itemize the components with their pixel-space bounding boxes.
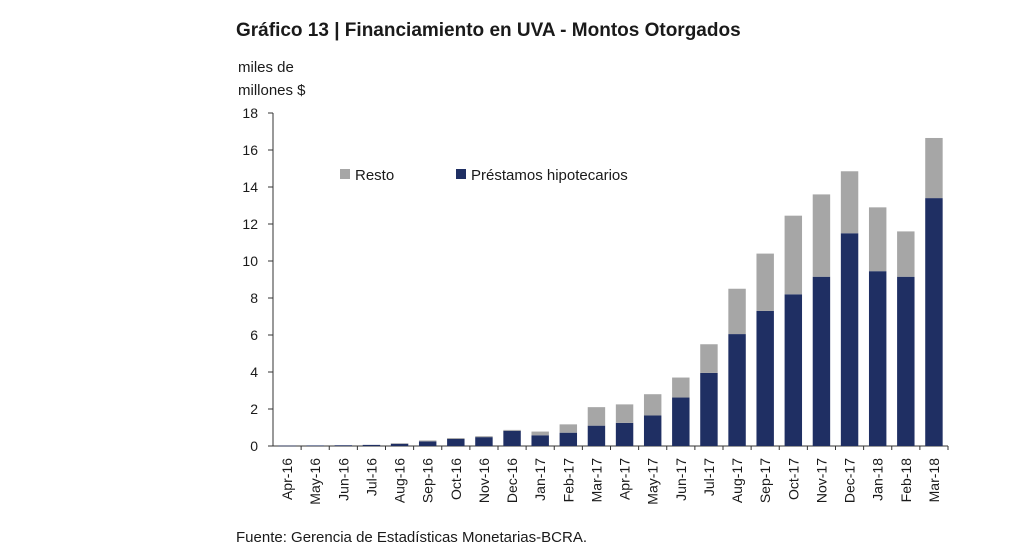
x-tick-label: Apr-17 [617, 458, 633, 500]
bar-resto [784, 215, 803, 295]
legend-label: Préstamos hipotecarios [471, 167, 628, 184]
bar-resto [447, 438, 465, 439]
bar-resto [390, 443, 409, 444]
bar-resto [475, 436, 493, 438]
bar-prestamos-hipotecarios [306, 445, 324, 447]
bar-resto [672, 377, 690, 398]
y-tick-label: 8 [250, 290, 258, 306]
bar-resto [812, 194, 831, 277]
plot-area: 0 2 4 6 8 10 12 14 16 18 Apr-16 May-16 Jun-16 Jul-16 A… [242, 105, 949, 505]
x-tick-label: Jan-18 [870, 458, 886, 501]
bar-resto [897, 231, 915, 277]
y-tick-label: 6 [250, 327, 258, 343]
x-tick-label: Oct-17 [785, 458, 801, 500]
bar-resto [925, 137, 943, 199]
bar-resto [868, 207, 887, 272]
bar-prestamos-hipotecarios [447, 438, 465, 446]
bar-prestamos-hipotecarios [475, 437, 493, 446]
y-tick-label: 12 [242, 216, 258, 232]
bar-prestamos-hipotecarios [812, 276, 831, 446]
x-tick-label: May-17 [645, 458, 661, 505]
legend-label: Resto [355, 167, 394, 184]
y-tick-label: 18 [242, 105, 258, 121]
chart-title: Gráfico 13 | Financiamiento en UVA - Mon… [236, 20, 741, 41]
x-tick-label: Jan-17 [532, 458, 548, 501]
x-tick-label: Sep-16 [420, 458, 436, 503]
y-tick-label: 16 [242, 142, 258, 158]
bar-prestamos-hipotecarios [615, 422, 634, 446]
bar-prestamos-hipotecarios [868, 271, 887, 446]
bar-resto [643, 394, 662, 416]
source-note: Fuente: Gerencia de Estadísticas Monetar… [236, 529, 587, 546]
y-axis-unit-label: miles de millones $ [238, 56, 306, 102]
y-tick-label: 14 [242, 179, 258, 195]
legend-swatch [340, 169, 350, 179]
bar-prestamos-hipotecarios [897, 276, 915, 446]
bar-prestamos-hipotecarios [587, 425, 606, 446]
x-tick-label: Aug-17 [729, 458, 745, 503]
x-tick-label: Nov-17 [813, 458, 829, 503]
bar-resto [587, 407, 606, 426]
bar-resto [418, 440, 437, 442]
bar-resto [615, 404, 634, 423]
x-tick-label: Dec-16 [504, 458, 520, 503]
x-tick-label: Sep-17 [757, 458, 773, 503]
legend-swatch [456, 169, 466, 179]
bar-resto [503, 429, 521, 431]
bar-prestamos-hipotecarios [559, 432, 578, 446]
x-tick-label: Mar-18 [926, 458, 942, 503]
y-tick-label: 0 [250, 438, 258, 454]
y-axis-unit-line-1: miles de [238, 59, 294, 76]
bar-prestamos-hipotecarios [672, 397, 690, 446]
bar-resto [559, 424, 578, 433]
bar-prestamos-hipotecarios [643, 415, 662, 446]
y-tick-label: 2 [250, 401, 258, 417]
y-tick-label: 10 [242, 253, 258, 269]
x-tick-label: Jun-17 [673, 458, 689, 501]
bar-prestamos-hipotecarios [278, 445, 296, 447]
y-axis-unit-line-2: millones $ [238, 82, 306, 99]
y-tick-label: 4 [250, 364, 258, 380]
bar-prestamos-hipotecarios [418, 441, 437, 446]
x-tick-label: Apr-16 [279, 458, 295, 500]
bar-prestamos-hipotecarios [503, 430, 521, 446]
x-tick-label: Jun-16 [335, 458, 351, 501]
bar-prestamos-hipotecarios [728, 334, 746, 446]
x-tick-label: May-16 [307, 458, 323, 505]
x-tick-label: Nov-16 [476, 458, 492, 503]
x-tick-label: Jul-16 [363, 458, 379, 496]
bar-prestamos-hipotecarios [700, 372, 718, 446]
bar-resto [700, 344, 718, 373]
bar-prestamos-hipotecarios [390, 443, 409, 446]
bar-prestamos-hipotecarios [756, 310, 774, 446]
x-tick-label: Mar-17 [588, 458, 604, 503]
x-tick-label: Feb-18 [898, 458, 914, 503]
x-tick-label: Oct-16 [448, 458, 464, 500]
bar-prestamos-hipotecarios [784, 294, 803, 446]
x-tick-label: Feb-17 [560, 458, 576, 503]
bar-prestamos-hipotecarios [334, 445, 353, 446]
bar-resto [756, 253, 774, 311]
bar-resto [840, 171, 859, 234]
x-tick-label: Jul-17 [701, 458, 717, 496]
bar-prestamos-hipotecarios [925, 198, 943, 446]
x-tick-label: Dec-17 [842, 458, 858, 503]
bar-prestamos-hipotecarios [531, 435, 549, 446]
bar-prestamos-hipotecarios [840, 233, 859, 446]
x-tick-label: Aug-16 [392, 458, 408, 503]
bar-prestamos-hipotecarios [362, 444, 381, 446]
bar-resto [728, 288, 746, 335]
bar-resto [531, 431, 549, 436]
